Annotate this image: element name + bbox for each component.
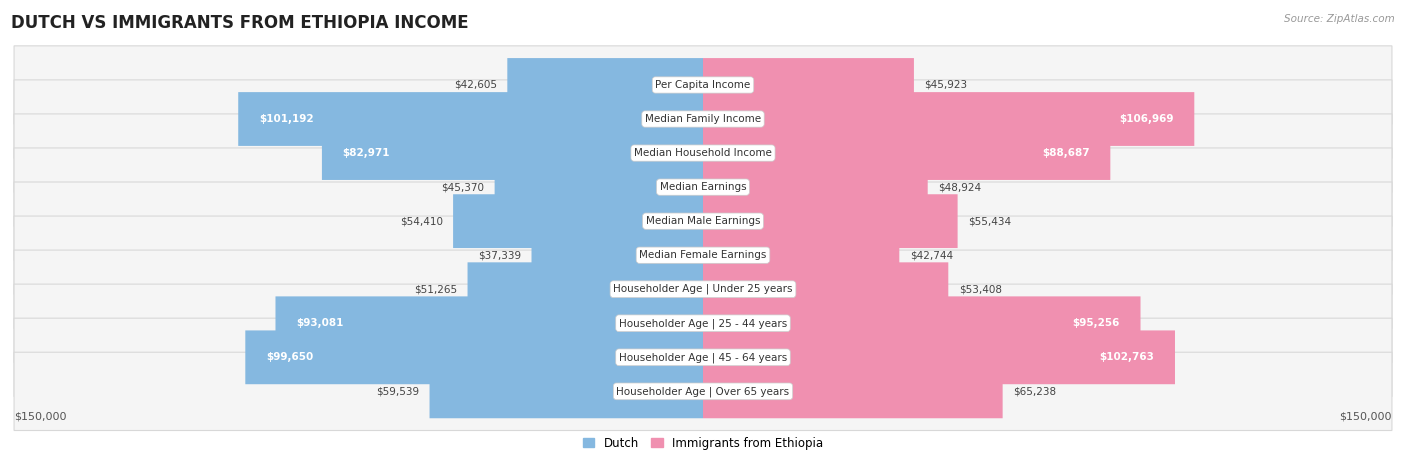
FancyBboxPatch shape — [495, 160, 703, 214]
Text: $102,763: $102,763 — [1099, 352, 1154, 362]
Text: $51,265: $51,265 — [415, 284, 457, 294]
Text: $150,000: $150,000 — [1340, 412, 1392, 422]
Text: Per Capita Income: Per Capita Income — [655, 80, 751, 90]
Text: $45,370: $45,370 — [441, 182, 484, 192]
FancyBboxPatch shape — [245, 331, 703, 384]
FancyBboxPatch shape — [14, 284, 1392, 362]
FancyBboxPatch shape — [703, 228, 900, 282]
Text: $37,339: $37,339 — [478, 250, 522, 260]
Text: $42,605: $42,605 — [454, 80, 496, 90]
Text: $53,408: $53,408 — [959, 284, 1001, 294]
Text: $106,969: $106,969 — [1119, 114, 1174, 124]
FancyBboxPatch shape — [703, 364, 1002, 418]
FancyBboxPatch shape — [14, 114, 1392, 192]
FancyBboxPatch shape — [14, 182, 1392, 260]
Text: $88,687: $88,687 — [1042, 148, 1090, 158]
FancyBboxPatch shape — [14, 216, 1392, 294]
FancyBboxPatch shape — [703, 194, 957, 248]
Text: DUTCH VS IMMIGRANTS FROM ETHIOPIA INCOME: DUTCH VS IMMIGRANTS FROM ETHIOPIA INCOME — [11, 14, 468, 32]
FancyBboxPatch shape — [14, 80, 1392, 158]
FancyBboxPatch shape — [703, 331, 1175, 384]
Text: $48,924: $48,924 — [938, 182, 981, 192]
Text: $101,192: $101,192 — [259, 114, 314, 124]
FancyBboxPatch shape — [703, 126, 1111, 180]
FancyBboxPatch shape — [703, 58, 914, 112]
FancyBboxPatch shape — [453, 194, 703, 248]
Text: $95,256: $95,256 — [1073, 318, 1119, 328]
Text: Median Earnings: Median Earnings — [659, 182, 747, 192]
Legend: Dutch, Immigrants from Ethiopia: Dutch, Immigrants from Ethiopia — [578, 432, 828, 454]
Text: $59,539: $59,539 — [375, 386, 419, 396]
Text: Median Male Earnings: Median Male Earnings — [645, 216, 761, 226]
Text: Source: ZipAtlas.com: Source: ZipAtlas.com — [1284, 14, 1395, 24]
Text: $150,000: $150,000 — [14, 412, 66, 422]
FancyBboxPatch shape — [531, 228, 703, 282]
FancyBboxPatch shape — [703, 297, 1140, 350]
FancyBboxPatch shape — [238, 92, 703, 146]
Text: Householder Age | Under 25 years: Householder Age | Under 25 years — [613, 284, 793, 295]
Text: $54,410: $54,410 — [399, 216, 443, 226]
Text: Median Family Income: Median Family Income — [645, 114, 761, 124]
FancyBboxPatch shape — [14, 318, 1392, 396]
Text: $99,650: $99,650 — [266, 352, 314, 362]
Text: $93,081: $93,081 — [297, 318, 343, 328]
Text: $82,971: $82,971 — [343, 148, 389, 158]
FancyBboxPatch shape — [322, 126, 703, 180]
Text: Median Female Earnings: Median Female Earnings — [640, 250, 766, 260]
FancyBboxPatch shape — [468, 262, 703, 316]
FancyBboxPatch shape — [703, 262, 948, 316]
FancyBboxPatch shape — [14, 46, 1392, 124]
FancyBboxPatch shape — [508, 58, 703, 112]
FancyBboxPatch shape — [430, 364, 703, 418]
Text: Median Household Income: Median Household Income — [634, 148, 772, 158]
FancyBboxPatch shape — [14, 148, 1392, 226]
FancyBboxPatch shape — [14, 250, 1392, 328]
FancyBboxPatch shape — [703, 92, 1194, 146]
Text: $45,923: $45,923 — [924, 80, 967, 90]
Text: $55,434: $55,434 — [967, 216, 1011, 226]
FancyBboxPatch shape — [276, 297, 703, 350]
Text: $42,744: $42,744 — [910, 250, 953, 260]
Text: $65,238: $65,238 — [1012, 386, 1056, 396]
FancyBboxPatch shape — [14, 352, 1392, 431]
FancyBboxPatch shape — [703, 160, 928, 214]
Text: Householder Age | 45 - 64 years: Householder Age | 45 - 64 years — [619, 352, 787, 362]
Text: Householder Age | 25 - 44 years: Householder Age | 25 - 44 years — [619, 318, 787, 328]
Text: Householder Age | Over 65 years: Householder Age | Over 65 years — [616, 386, 790, 396]
